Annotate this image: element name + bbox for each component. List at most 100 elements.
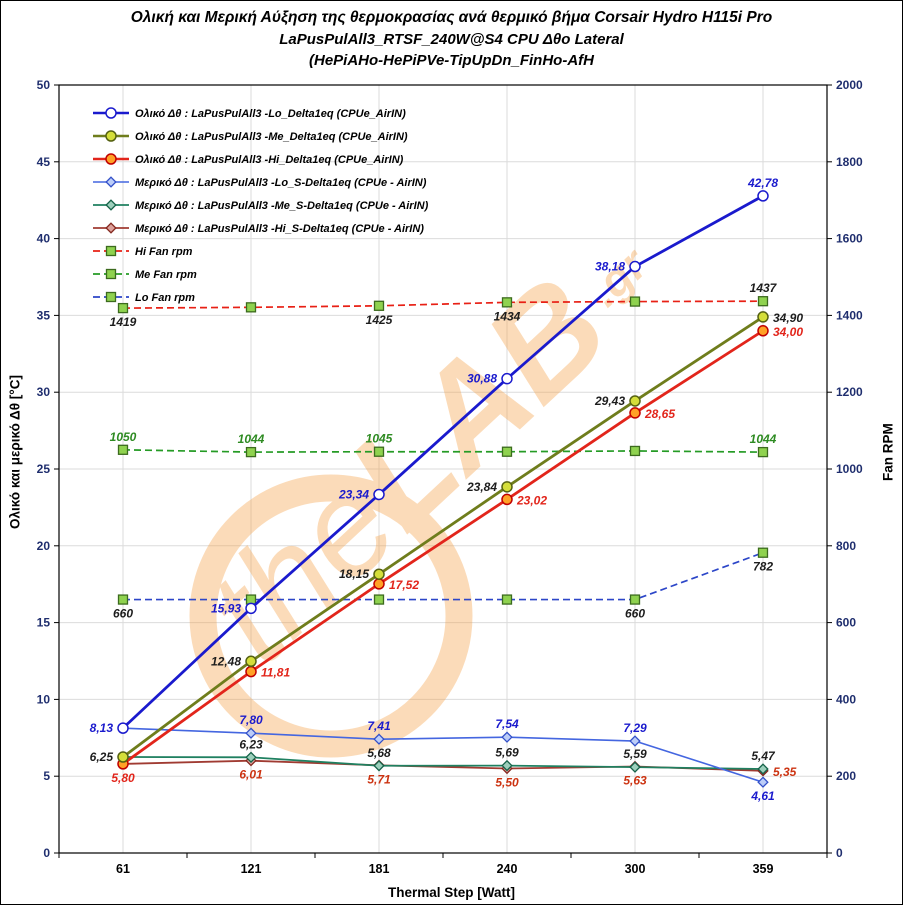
data-label: 15,93 [211,601,241,615]
legend-label: Ολικό Δθ : LaPusPulAll3 -Lo_Delta1eq (CP… [135,108,406,120]
series-line-group [117,722,769,788]
svg-text:1200: 1200 [836,385,863,399]
series-line-group [117,311,769,763]
data-point [117,444,129,455]
legend-label: Hi Fan rpm [135,246,193,258]
data-point [373,760,385,772]
data-point [105,107,117,119]
data-point [629,395,641,407]
data-point [629,407,641,419]
series-line-group [117,547,769,605]
data-labels: 8,13 15,93 23,34 30,88 38,18 42,78 6,25 12,48 18… [90,176,804,803]
data-point [757,311,769,323]
data-label: 7,80 [239,713,263,727]
data-point [757,296,769,307]
legend-item: Me Fan rpm [93,268,197,281]
tick-labels: 0 5 10 15 20 25 30 35 40 45 50 0 200 400 600 800 1000 120… [37,78,863,876]
legend-item: Μερικό Δθ : LaPusPulAll3 -Lo_S-Delta1eq … [93,176,427,189]
data-point [501,481,513,493]
data-point [245,602,257,615]
right-axis-title: Fan RPM [880,423,896,482]
data-point [373,594,385,605]
data-label: 30,88 [467,372,497,386]
data-label: 6,01 [239,768,263,782]
legend-label: Μερικό Δθ : LaPusPulAll3 -Me_S-Delta1eq … [135,200,429,212]
data-label: 34,00 [773,325,803,339]
svg-text:45: 45 [37,155,51,169]
x-axis-title: Thermal Step [Watt] [387,885,515,900]
series-line [122,315,764,759]
data-point [373,446,385,457]
grid [59,84,827,853]
data-point [245,302,257,313]
svg-text:1400: 1400 [836,308,863,322]
svg-text:10: 10 [37,692,51,706]
legend-label: Ολικό Δθ : LaPusPulAll3 -Me_Delta1eq (CP… [135,131,408,143]
svg-text:0: 0 [836,846,843,860]
data-point [501,759,513,772]
data-label: 7,41 [367,719,391,733]
data-point [105,222,117,234]
data-label: 1044 [238,432,265,446]
data-point [629,594,641,605]
svg-text:2000: 2000 [836,78,863,92]
data-label: 11,81 [261,666,290,680]
series-line [122,756,764,770]
svg-text:0: 0 [43,846,50,860]
legend-item: Lo Fan rpm [93,291,195,304]
svg-text:25: 25 [37,462,51,476]
legend-label: Μερικό Δθ : LaPusPulAll3 -Lo_S-Delta1eq … [135,177,427,189]
series-line [122,329,764,766]
svg-text:40: 40 [37,232,51,246]
series-line [122,194,764,730]
data-label: 782 [753,560,773,574]
data-label: 7,54 [495,717,519,731]
data-label: 42,78 [747,176,778,190]
legend-label: Me Fan rpm [135,269,197,281]
data-label: 5,59 [623,747,647,761]
data-label: 5,50 [495,776,519,790]
svg-text:800: 800 [836,539,856,553]
data-label: 5,35 [773,765,797,779]
data-point [501,446,513,457]
data-label: 5,63 [623,774,647,788]
data-label: 1419 [110,315,137,329]
legend: Ολικό Δθ : LaPusPulAll3 -Lo_Delta1eq (CP… [93,107,429,304]
data-point [105,291,117,303]
series-line [122,300,764,309]
series-line-group [117,444,769,458]
data-label: 1434 [494,309,521,323]
data-label: 38,18 [595,260,625,274]
data-point [373,488,385,501]
data-point [105,268,117,280]
data-label: 5,80 [111,771,135,785]
data-label: 23,84 [466,480,497,494]
legend-item: Ολικό Δθ : LaPusPulAll3 -Hi_Delta1eq (CP… [93,153,404,166]
data-point [629,761,641,773]
svg-text:300: 300 [625,862,646,876]
series-line [122,727,764,783]
svg-text:35: 35 [37,308,51,322]
chart-title-line1: Ολική και Μερική Αύξηση της θερμοκρασίας… [130,9,773,26]
data-label: 28,65 [644,407,675,421]
data-point [757,446,769,458]
series-line-group [117,296,769,314]
data-point [629,260,641,273]
svg-text:200: 200 [836,769,856,783]
data-point [629,296,641,307]
series-line [122,448,764,453]
data-label: 660 [113,607,133,621]
svg-text:121: 121 [241,862,262,876]
left-axis-title: Ολικό και μερικό Δθ [°C] [7,375,23,530]
data-point [245,665,257,678]
svg-text:240: 240 [497,862,518,876]
svg-text:30: 30 [37,385,51,399]
svg-text:61: 61 [116,862,130,876]
data-point [757,763,769,775]
data-point [105,130,117,142]
legend-item: Hi Fan rpm [93,245,193,258]
data-point [629,445,641,457]
data-point [501,297,513,308]
legend-item: Μερικό Δθ : LaPusPulAll3 -Hi_S-Delta1eq … [93,222,424,235]
data-label: 6,25 [90,750,114,764]
